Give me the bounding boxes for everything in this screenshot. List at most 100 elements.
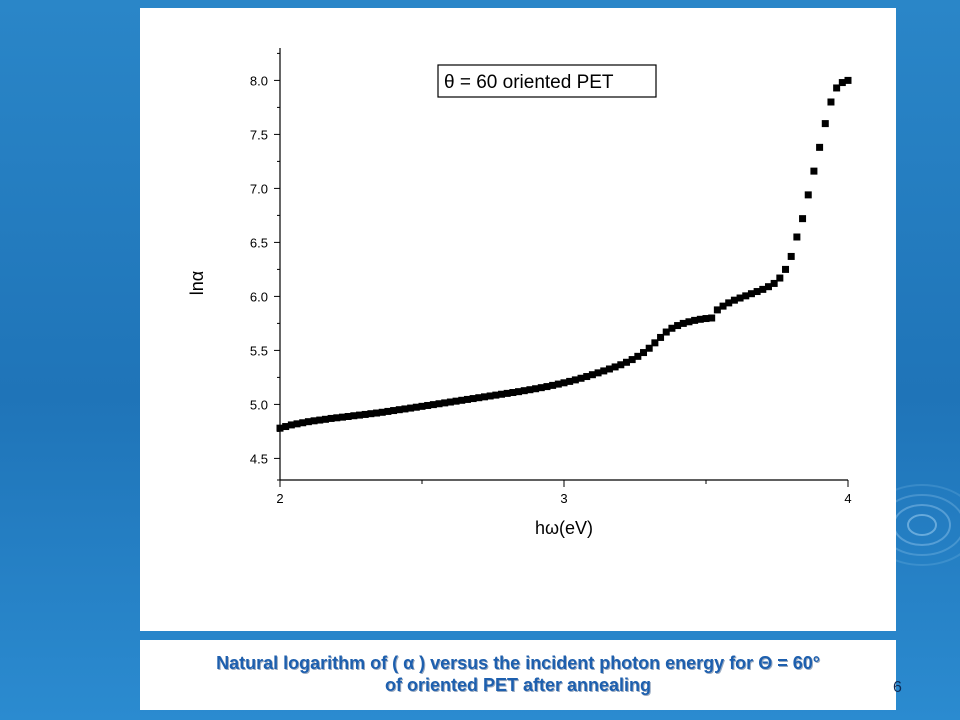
data-point [605, 365, 613, 373]
data-point [492, 391, 500, 399]
slide-number: 6 [893, 679, 902, 696]
data-point [418, 402, 426, 410]
data-point [844, 76, 852, 84]
data-point [634, 352, 642, 360]
data-point [463, 395, 471, 403]
caption-line-2: of oriented PET after annealing [384, 675, 652, 695]
data-point [554, 380, 562, 388]
data-point [566, 377, 574, 385]
data-point [532, 385, 540, 393]
caption-line-1: Natural logarithm of ( α ) versus the in… [216, 653, 820, 673]
data-point [486, 392, 494, 400]
data-point [424, 401, 432, 409]
y-axis-label: lnα [187, 271, 207, 295]
data-point [833, 84, 841, 92]
data-point [560, 379, 568, 387]
data-point [384, 407, 392, 415]
legend-box: θ = 60 oriented PET [437, 64, 657, 98]
data-point [509, 389, 517, 397]
data-point [480, 393, 488, 401]
data-point [685, 318, 693, 326]
data-point [549, 381, 557, 389]
data-point [696, 315, 704, 323]
data-point [344, 412, 352, 420]
data-point [282, 423, 290, 431]
data-point [759, 285, 767, 293]
caption-box: Natural logarithm of ( α ) versus the in… [140, 640, 896, 710]
data-point [299, 419, 307, 427]
data-point [338, 413, 346, 421]
data-point [435, 400, 443, 408]
data-point [327, 414, 335, 422]
figure-panel: 4.5 5.0 5.5 6.0 6.5 7.0 7.5 8.0 2 3 4 θ = 60 orien… [140, 8, 896, 631]
data-point [730, 296, 738, 304]
chart-points [276, 76, 852, 432]
data-point [787, 252, 795, 260]
data-point [804, 191, 812, 199]
data-point [390, 407, 398, 415]
x-axis-label: hω(eV) [535, 518, 593, 538]
y-tick-label: 6.0 [250, 289, 268, 304]
data-point [838, 79, 846, 87]
data-point [708, 314, 716, 322]
chart-ticks: 4.5 5.0 5.5 6.0 6.5 7.0 7.5 8.0 2 3 4 [250, 52, 852, 506]
data-point [367, 410, 375, 418]
data-point [719, 302, 727, 310]
data-point [543, 383, 551, 391]
data-point [725, 299, 733, 307]
data-point [747, 290, 755, 298]
y-tick-label: 7.0 [250, 181, 268, 196]
data-point [645, 344, 653, 352]
data-point [446, 398, 454, 406]
data-point [702, 315, 710, 323]
data-point [401, 405, 409, 413]
data-point [429, 401, 437, 409]
data-point [679, 319, 687, 327]
data-point [753, 288, 761, 296]
x-tick-label: 4 [844, 491, 851, 506]
x-tick-label: 2 [276, 491, 283, 506]
data-point [827, 98, 835, 106]
data-point [810, 167, 818, 175]
data-point [588, 371, 596, 379]
y-tick-label: 7.5 [250, 127, 268, 142]
data-point [350, 412, 358, 420]
data-point [571, 376, 579, 384]
data-point [657, 333, 665, 341]
data-point [776, 274, 784, 282]
data-point [537, 384, 545, 392]
data-point [287, 421, 295, 429]
data-point [640, 349, 648, 357]
data-point [577, 374, 585, 382]
x-tick-label: 3 [560, 491, 567, 506]
data-point [304, 418, 312, 426]
data-point [310, 417, 318, 425]
data-point [469, 395, 477, 403]
data-point [583, 373, 591, 381]
data-point [373, 409, 381, 417]
y-tick-label: 6.5 [250, 235, 268, 250]
data-point [452, 397, 460, 405]
data-point [799, 215, 807, 223]
data-point [764, 283, 772, 291]
data-point [412, 403, 420, 411]
data-point [622, 358, 630, 366]
data-point [742, 292, 750, 300]
y-tick-label: 5.5 [250, 343, 268, 358]
data-point [515, 388, 523, 396]
data-point [378, 408, 386, 416]
data-point [628, 356, 636, 364]
data-point [520, 387, 528, 395]
data-point [793, 233, 801, 241]
data-point [594, 369, 602, 377]
data-point [333, 414, 341, 422]
data-point [356, 411, 364, 419]
data-point [782, 265, 790, 273]
data-point [503, 389, 511, 397]
chart: 4.5 5.0 5.5 6.0 6.5 7.0 7.5 8.0 2 3 4 θ = 60 orien… [187, 48, 852, 538]
data-point [526, 386, 534, 394]
data-point [611, 363, 619, 371]
data-point [821, 120, 829, 128]
y-tick-label: 4.5 [250, 451, 268, 466]
data-point [651, 339, 659, 347]
